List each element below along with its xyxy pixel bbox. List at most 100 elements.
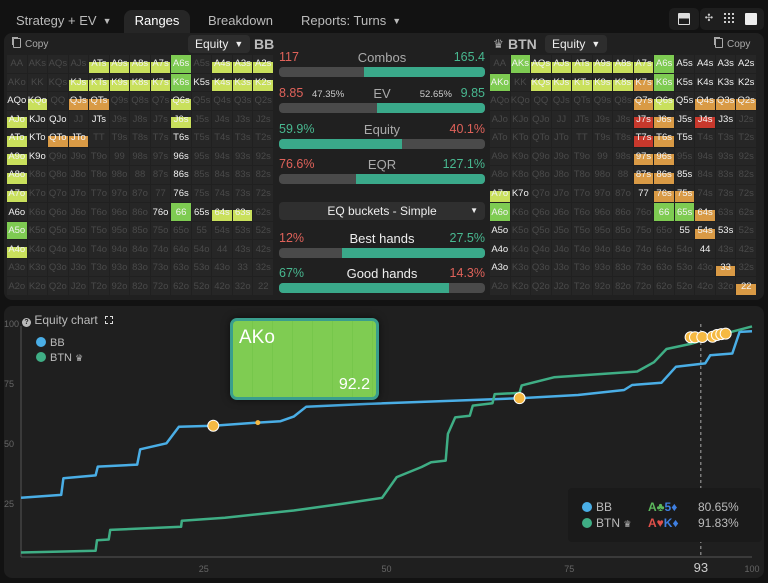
hand-cell[interactable]: J4o: [68, 240, 89, 258]
hand-cell[interactable]: A5s: [191, 55, 212, 73]
legend-item-bb[interactable]: BB: [36, 336, 83, 351]
hand-cell[interactable]: J5o: [551, 221, 572, 240]
hand-cell[interactable]: 62s: [253, 203, 273, 221]
hand-cell[interactable]: 64o: [171, 240, 191, 258]
hand-cell[interactable]: 72o: [633, 277, 654, 295]
hand-cell[interactable]: QTo: [48, 129, 68, 147]
hand-cell[interactable]: 75s: [191, 184, 212, 203]
hand-cell[interactable]: 97s: [633, 147, 654, 166]
hand-cell[interactable]: 95o: [592, 221, 613, 240]
hand-cell[interactable]: K4s: [695, 73, 715, 92]
hand-cell[interactable]: K2s: [253, 73, 273, 92]
help-icon[interactable]: ?: [22, 318, 31, 327]
hand-cell[interactable]: 76s: [654, 184, 674, 203]
tab-ranges[interactable]: Ranges: [124, 10, 190, 34]
hand-cell[interactable]: Q5o: [531, 221, 551, 240]
hand-cell[interactable]: T7s: [633, 129, 654, 147]
hand-cell[interactable]: K4s: [212, 73, 232, 92]
hand-cell[interactable]: AKs: [510, 55, 531, 73]
layout-split-icon[interactable]: [678, 13, 690, 25]
hand-cell[interactable]: 95o: [109, 221, 130, 240]
legend-item-btn[interactable]: BTN ♛: [36, 351, 83, 366]
hand-cell[interactable]: Q5o: [48, 221, 68, 240]
hand-cell[interactable]: A4o: [7, 240, 27, 258]
hand-cell[interactable]: 96s: [654, 147, 674, 166]
hand-cell[interactable]: 74o: [633, 240, 654, 258]
hand-cell[interactable]: 32s: [736, 258, 756, 277]
hand-cell[interactable]: KQo: [27, 92, 48, 110]
hand-cell[interactable]: Q3s: [232, 92, 253, 110]
hand-cell[interactable]: J5o: [68, 221, 89, 240]
hand-cell[interactable]: K6s: [171, 73, 191, 92]
hand-cell[interactable]: K7s: [150, 73, 171, 92]
hand-cell[interactable]: A2s: [736, 55, 756, 73]
hand-cell[interactable]: 87s: [633, 166, 654, 184]
hand-cell[interactable]: Q7s: [633, 92, 654, 110]
hand-cell[interactable]: J2o: [68, 277, 89, 295]
hand-cell[interactable]: T3o: [572, 258, 592, 277]
hand-cell[interactable]: 94s: [695, 147, 715, 166]
hand-cell[interactable]: K8o: [510, 166, 531, 184]
hand-cell[interactable]: AQo: [490, 92, 510, 110]
hand-cell[interactable]: T8s: [613, 129, 633, 147]
hand-cell[interactable]: QQ: [531, 92, 551, 110]
hand-cell[interactable]: Q4o: [48, 240, 68, 258]
hand-cell[interactable]: T4s: [212, 129, 232, 147]
hand-cell[interactable]: 82o: [130, 277, 150, 295]
expand-icon[interactable]: [105, 316, 114, 324]
hand-cell[interactable]: JTs: [89, 110, 109, 129]
hand-cell[interactable]: A7o: [490, 184, 510, 203]
hand-cell[interactable]: 77: [150, 184, 171, 203]
hand-cell[interactable]: 53o: [674, 258, 695, 277]
hand-cell[interactable]: T5o: [89, 221, 109, 240]
hand-cell[interactable]: A5o: [7, 221, 27, 240]
hand-cell[interactable]: 84o: [130, 240, 150, 258]
grid-icon[interactable]: [724, 13, 736, 25]
hand-cell[interactable]: 33: [715, 258, 736, 277]
hand-cell[interactable]: 84o: [613, 240, 633, 258]
hand-cell[interactable]: Q3s: [715, 92, 736, 110]
hand-cell[interactable]: 72o: [150, 277, 171, 295]
hand-cell[interactable]: 97o: [109, 184, 130, 203]
hand-cell[interactable]: 63s: [715, 203, 736, 221]
hand-cell[interactable]: A8s: [613, 55, 633, 73]
hand-cell[interactable]: T7o: [572, 184, 592, 203]
hand-cell[interactable]: 86o: [613, 203, 633, 221]
hand-cell[interactable]: K8s: [130, 73, 150, 92]
hand-cell[interactable]: 52o: [674, 277, 695, 295]
hand-cell[interactable]: Q2s: [253, 92, 273, 110]
hand-cell[interactable]: T3s: [232, 129, 253, 147]
hand-cell[interactable]: JJ: [68, 110, 89, 129]
hand-cell[interactable]: 86s: [171, 166, 191, 184]
hand-cell[interactable]: J7o: [68, 184, 89, 203]
btn-metric-dropdown[interactable]: Equity ▼: [545, 35, 608, 53]
hand-cell[interactable]: Q8s: [130, 92, 150, 110]
hand-cell[interactable]: A9o: [490, 147, 510, 166]
hand-cell[interactable]: AJo: [7, 110, 27, 129]
hand-cell[interactable]: K6o: [27, 203, 48, 221]
hand-cell[interactable]: J3s: [715, 110, 736, 129]
hand-cell[interactable]: A7s: [150, 55, 171, 73]
hand-cell[interactable]: KQs: [48, 73, 68, 92]
hand-cell[interactable]: K7o: [510, 184, 531, 203]
hand-cell[interactable]: K9o: [510, 147, 531, 166]
hand-cell[interactable]: AJo: [490, 110, 510, 129]
hand-cell[interactable]: T4o: [572, 240, 592, 258]
hand-cell[interactable]: KTo: [510, 129, 531, 147]
hand-cell[interactable]: QJs: [551, 92, 572, 110]
hand-cell[interactable]: ATo: [490, 129, 510, 147]
hand-cell[interactable]: A2o: [7, 277, 27, 295]
hand-cell[interactable]: QQ: [48, 92, 68, 110]
hand-cell[interactable]: 43s: [232, 240, 253, 258]
hand-cell[interactable]: AJs: [68, 55, 89, 73]
hand-cell[interactable]: 88: [613, 166, 633, 184]
hand-cell[interactable]: 74o: [150, 240, 171, 258]
hand-cell[interactable]: 65o: [171, 221, 191, 240]
hand-cell[interactable]: J9s: [592, 110, 613, 129]
hand-cell[interactable]: K2s: [736, 73, 756, 92]
hand-cell[interactable]: J5s: [191, 110, 212, 129]
hand-cell[interactable]: J9s: [109, 110, 130, 129]
hand-cell[interactable]: 53s: [232, 221, 253, 240]
hand-cell[interactable]: Q9o: [531, 147, 551, 166]
hand-cell[interactable]: AKo: [7, 73, 27, 92]
